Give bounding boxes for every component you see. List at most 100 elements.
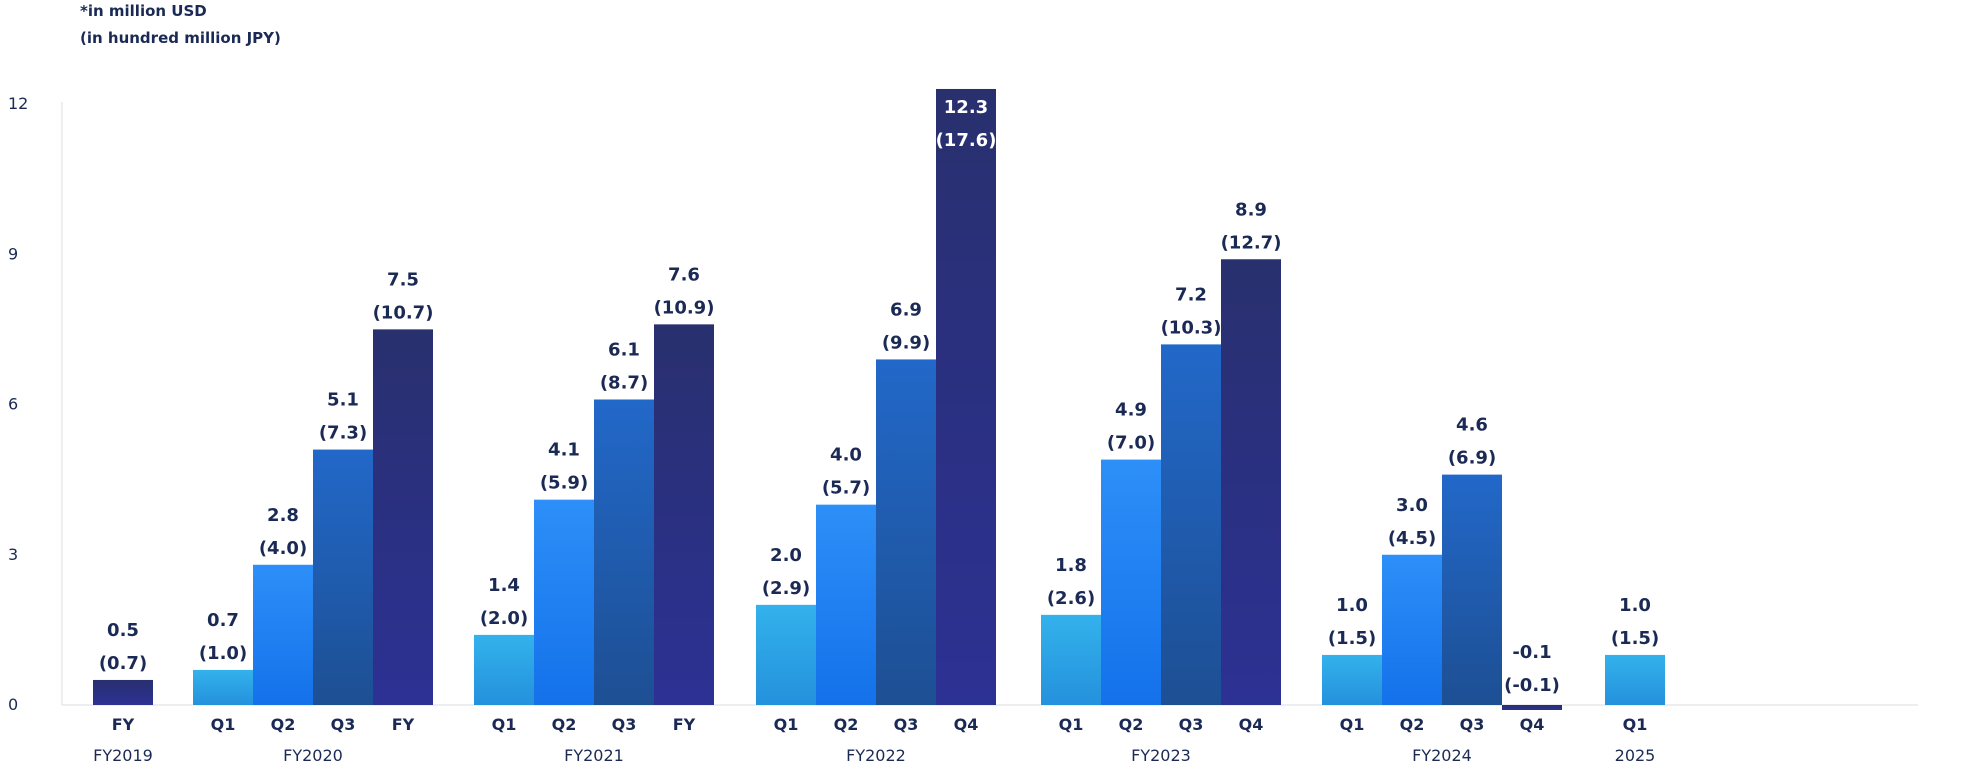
data-label-jpy: (0.7) <box>99 653 147 674</box>
data-label-jpy: (17.6) <box>936 130 997 151</box>
x-tick-label: Q3 <box>1179 715 1204 734</box>
data-label-jpy: (7.0) <box>1107 433 1155 454</box>
bar <box>373 329 433 705</box>
group-label: 2025 <box>1615 746 1656 765</box>
data-label-usd: 4.0 <box>830 445 862 466</box>
y-tick-label: 12 <box>8 94 28 113</box>
data-label-usd: 8.9 <box>1235 199 1267 220</box>
data-label-jpy: (10.7) <box>373 302 434 323</box>
bar <box>1161 344 1221 705</box>
x-tick-label: Q3 <box>894 715 919 734</box>
data-label-usd: 6.9 <box>890 299 922 320</box>
y-tick-label: 6 <box>8 395 18 414</box>
unit-note-usd: *in million USD <box>80 2 207 20</box>
data-label-jpy: (2.0) <box>480 608 528 629</box>
data-label-usd: 1.0 <box>1619 595 1651 616</box>
bar <box>253 564 313 705</box>
x-tick-label: Q4 <box>1239 715 1264 734</box>
group-label: FY2022 <box>846 746 906 765</box>
bar <box>816 504 876 705</box>
y-tick-label: 0 <box>8 695 18 714</box>
bar <box>756 604 816 705</box>
bar <box>193 669 253 705</box>
data-label-usd: 7.2 <box>1175 284 1207 305</box>
group-label: FY2020 <box>283 746 343 765</box>
x-tick-label: Q3 <box>1460 715 1485 734</box>
data-label-usd: 4.1 <box>548 440 580 461</box>
bar <box>1442 474 1502 705</box>
unit-note-jpy: (in hundred million JPY) <box>80 29 281 47</box>
data-label-jpy: (2.6) <box>1047 588 1095 609</box>
x-tick-label: Q2 <box>271 715 296 734</box>
data-label-usd: 0.7 <box>207 610 239 631</box>
bar <box>876 359 936 705</box>
x-tick-label: FY <box>392 715 415 734</box>
bar <box>594 399 654 705</box>
x-tick-label: Q1 <box>1340 715 1365 734</box>
data-label-usd: 5.1 <box>327 390 359 411</box>
group-label: FY2023 <box>1131 746 1191 765</box>
bar <box>1101 459 1161 705</box>
data-label-jpy: (5.9) <box>540 473 588 494</box>
bar <box>1322 654 1382 705</box>
data-label-jpy: (1.5) <box>1328 628 1376 649</box>
group-label: FY2019 <box>93 746 153 765</box>
data-label-usd: 0.5 <box>107 620 139 641</box>
bar <box>1502 705 1562 711</box>
data-label-usd: 4.9 <box>1115 400 1147 421</box>
data-label-jpy: (5.7) <box>822 478 870 499</box>
data-label-jpy: (9.9) <box>882 332 930 353</box>
x-tick-label: Q1 <box>1623 715 1648 734</box>
data-label-jpy: (4.5) <box>1388 528 1436 549</box>
data-label-jpy: (-0.1) <box>1504 675 1560 696</box>
data-label-jpy: (12.7) <box>1221 232 1282 253</box>
x-tick-label: Q2 <box>1400 715 1425 734</box>
data-label-jpy: (2.9) <box>762 578 810 599</box>
bar <box>654 324 714 705</box>
data-label-jpy: (7.3) <box>319 423 367 444</box>
bar <box>534 499 594 705</box>
data-label-jpy: (6.9) <box>1448 448 1496 469</box>
bar <box>474 634 534 705</box>
x-tick-label: FY <box>673 715 696 734</box>
data-label-usd: 3.0 <box>1396 495 1428 516</box>
data-label-usd: 1.8 <box>1055 555 1087 576</box>
x-tick-label: Q2 <box>834 715 859 734</box>
data-label-usd: 1.4 <box>488 575 520 596</box>
bar <box>1041 614 1101 705</box>
x-tick-label: Q4 <box>954 715 979 734</box>
x-tick-label: Q3 <box>612 715 637 734</box>
data-label-usd: 7.6 <box>668 264 700 285</box>
bar <box>936 88 996 706</box>
data-label-usd: 2.8 <box>267 505 299 526</box>
y-tick-label: 9 <box>8 244 18 263</box>
x-tick-label: Q4 <box>1520 715 1545 734</box>
data-label-jpy: (4.0) <box>259 538 307 559</box>
data-label-usd: 12.3 <box>944 97 988 118</box>
x-tick-label: Q2 <box>552 715 577 734</box>
x-tick-label: Q1 <box>211 715 236 734</box>
data-label-jpy: (1.5) <box>1611 628 1659 649</box>
data-label-usd: -0.1 <box>1512 642 1551 663</box>
x-tick-label: FY <box>112 715 135 734</box>
data-label-usd: 1.0 <box>1336 595 1368 616</box>
bar <box>1221 259 1281 705</box>
x-tick-label: Q1 <box>1059 715 1084 734</box>
data-label-usd: 4.6 <box>1456 415 1488 436</box>
group-label: FY2024 <box>1412 746 1472 765</box>
bar <box>313 449 373 705</box>
data-label-usd: 2.0 <box>770 545 802 566</box>
data-label-usd: 6.1 <box>608 339 640 360</box>
x-tick-label: Q1 <box>492 715 517 734</box>
x-tick-label: Q3 <box>331 715 356 734</box>
bar <box>1605 654 1665 705</box>
data-label-usd: 7.5 <box>387 269 419 290</box>
data-label-jpy: (10.3) <box>1161 317 1222 338</box>
data-label-jpy: (1.0) <box>199 643 247 664</box>
x-tick-label: Q1 <box>774 715 799 734</box>
group-label: FY2021 <box>564 746 624 765</box>
y-tick-label: 3 <box>8 545 18 564</box>
data-label-jpy: (10.9) <box>654 297 715 318</box>
